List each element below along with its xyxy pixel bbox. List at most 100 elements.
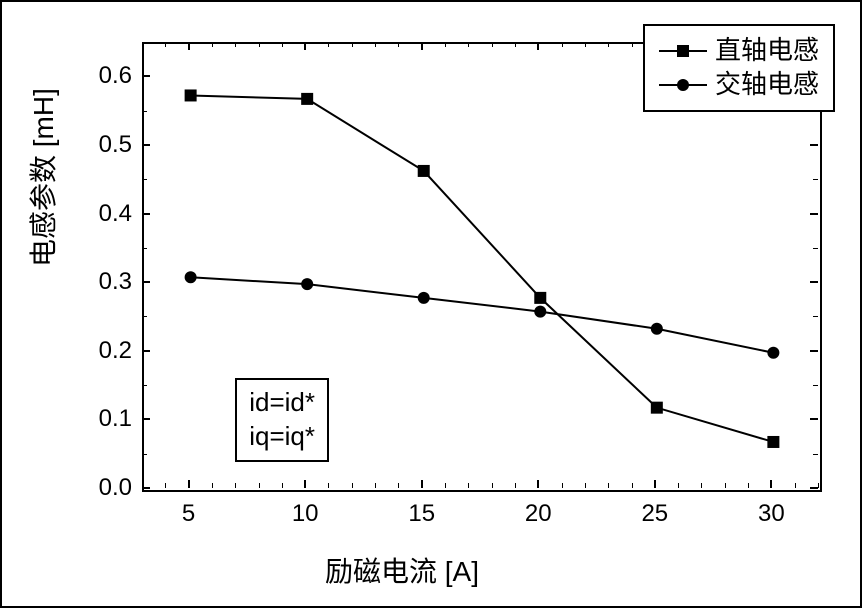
y-minor-tick xyxy=(142,179,147,180)
x-minor-tick-top xyxy=(235,42,236,47)
y-tick-label: 0.1 xyxy=(99,405,132,433)
y-tick-label: 0.4 xyxy=(99,200,132,228)
legend-box: 直轴电感 交轴电感 xyxy=(643,24,835,112)
x-minor-tick xyxy=(165,483,166,488)
annotation-line-2: iq=iq* xyxy=(249,420,315,454)
x-minor-tick-top xyxy=(328,42,329,47)
x-minor-tick xyxy=(725,483,726,488)
circle-marker-icon xyxy=(767,347,779,359)
y-tick-mark-right xyxy=(810,281,818,283)
y-tick-label: 0.5 xyxy=(99,131,132,159)
x-tick-mark-top xyxy=(537,42,539,50)
y-tick-mark-right xyxy=(810,418,818,420)
x-tick-mark xyxy=(654,480,656,488)
y-tick-mark xyxy=(142,144,150,146)
y-minor-tick-right xyxy=(813,385,818,386)
x-minor-tick-top xyxy=(608,42,609,47)
circle-marker-icon xyxy=(185,271,197,283)
square-marker-icon xyxy=(534,292,546,304)
y-tick-mark-right xyxy=(810,487,818,489)
legend-label-2: 交轴电感 xyxy=(715,68,819,102)
series-line xyxy=(191,277,774,352)
x-tick-label: 25 xyxy=(641,500,668,528)
y-minor-tick-right xyxy=(813,454,818,455)
x-minor-tick-top xyxy=(492,42,493,47)
circle-marker-icon xyxy=(651,323,663,335)
annotation-line-1: id=id* xyxy=(249,386,315,420)
x-tick-label: 15 xyxy=(408,500,435,528)
x-minor-tick xyxy=(328,483,329,488)
x-minor-tick xyxy=(398,483,399,488)
x-minor-tick xyxy=(562,483,563,488)
x-tick-mark xyxy=(421,480,423,488)
y-tick-label: 0.2 xyxy=(99,337,132,365)
x-minor-tick xyxy=(701,483,702,488)
square-marker-icon xyxy=(185,89,197,101)
circle-marker-icon xyxy=(301,278,313,290)
square-marker-icon xyxy=(677,45,689,57)
x-minor-tick-top xyxy=(142,42,143,47)
y-minor-tick xyxy=(142,248,147,249)
y-tick-mark xyxy=(142,350,150,352)
x-minor-tick-top xyxy=(259,42,260,47)
y-minor-tick xyxy=(142,316,147,317)
x-minor-tick xyxy=(352,483,353,488)
annotation-box: id=id* iq=iq* xyxy=(235,378,329,462)
x-minor-tick-top xyxy=(212,42,213,47)
x-minor-tick-top xyxy=(515,42,516,47)
y-tick-label: 0.6 xyxy=(99,62,132,90)
x-minor-tick xyxy=(492,483,493,488)
circle-marker-icon xyxy=(677,79,689,91)
x-minor-tick xyxy=(818,483,819,488)
y-axis-label: 电感参数 [mH] xyxy=(22,88,62,267)
x-minor-tick xyxy=(235,483,236,488)
x-minor-tick-top xyxy=(352,42,353,47)
x-tick-mark xyxy=(188,480,190,488)
x-minor-tick xyxy=(795,483,796,488)
x-minor-tick xyxy=(259,483,260,488)
y-minor-tick xyxy=(142,385,147,386)
x-minor-tick-top xyxy=(585,42,586,47)
legend-line-2 xyxy=(659,84,707,86)
x-minor-tick-top xyxy=(282,42,283,47)
legend-row-1: 直轴电感 xyxy=(659,34,819,68)
x-minor-tick-top xyxy=(632,42,633,47)
x-minor-tick-top xyxy=(562,42,563,47)
x-minor-tick-top xyxy=(165,42,166,47)
y-tick-mark xyxy=(142,213,150,215)
legend-row-2: 交轴电感 xyxy=(659,68,819,102)
x-minor-tick xyxy=(468,483,469,488)
x-minor-tick xyxy=(748,483,749,488)
x-tick-mark xyxy=(304,480,306,488)
x-minor-tick xyxy=(212,483,213,488)
x-tick-label: 5 xyxy=(182,500,195,528)
y-minor-tick xyxy=(142,454,147,455)
x-minor-tick xyxy=(282,483,283,488)
x-minor-tick xyxy=(375,483,376,488)
y-minor-tick-right xyxy=(813,316,818,317)
x-axis-label: 励磁电流 [A] xyxy=(325,550,479,590)
square-marker-icon xyxy=(301,93,313,105)
y-minor-tick-right xyxy=(813,179,818,180)
legend-label-1: 直轴电感 xyxy=(715,34,819,68)
square-marker-icon xyxy=(651,402,663,414)
x-minor-tick xyxy=(608,483,609,488)
x-minor-tick xyxy=(142,483,143,488)
x-minor-tick-top xyxy=(375,42,376,47)
x-tick-mark-top xyxy=(304,42,306,50)
square-marker-icon xyxy=(418,165,430,177)
x-tick-mark xyxy=(770,480,772,488)
square-marker-icon xyxy=(767,436,779,448)
y-tick-label: 0.0 xyxy=(99,474,132,502)
chart-container: 电感参数 [mH] 励磁电流 [A] 直轴电感 交轴电感 id=id* iq=i… xyxy=(0,0,862,608)
y-minor-tick xyxy=(142,111,147,112)
y-tick-mark-right xyxy=(810,213,818,215)
y-tick-label: 0.3 xyxy=(99,268,132,296)
legend-line-1 xyxy=(659,50,707,52)
y-tick-mark xyxy=(142,281,150,283)
x-tick-mark xyxy=(537,480,539,488)
circle-marker-icon xyxy=(418,292,430,304)
y-tick-mark xyxy=(142,487,150,489)
x-minor-tick xyxy=(515,483,516,488)
circle-marker-icon xyxy=(534,306,546,318)
